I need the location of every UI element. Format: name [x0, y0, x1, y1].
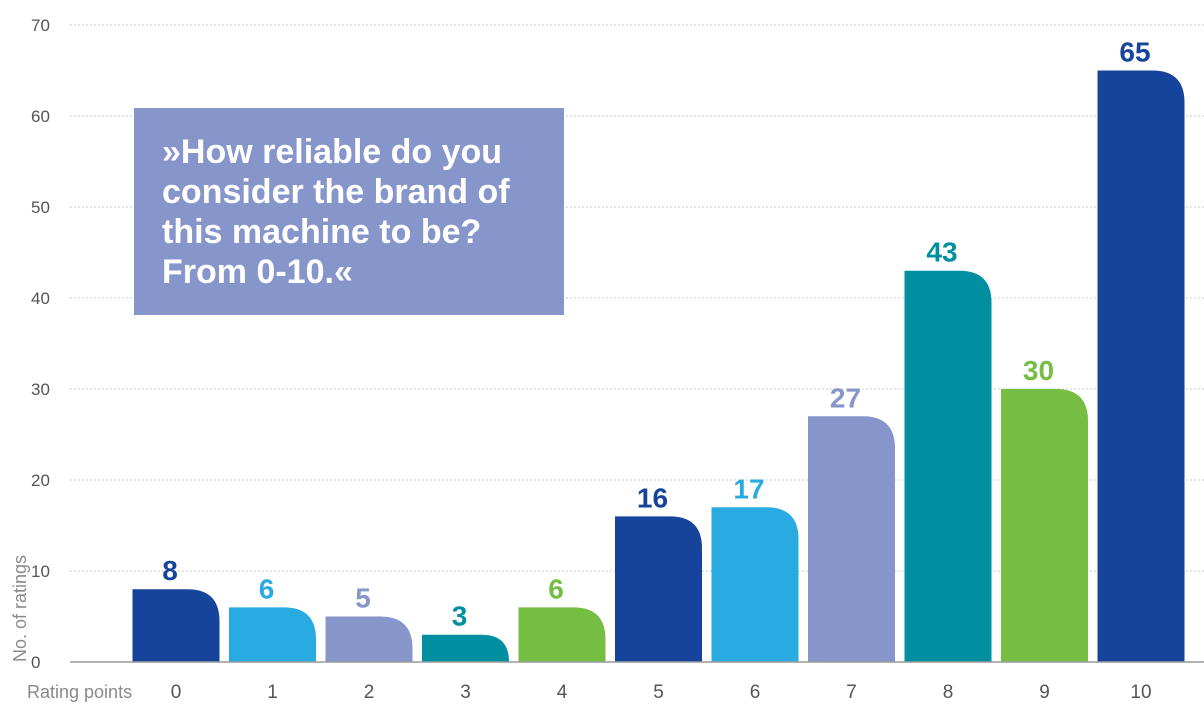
- data-label-8: 43: [926, 237, 957, 268]
- data-label-9: 30: [1023, 355, 1054, 386]
- bar-0: [132, 589, 220, 662]
- data-label-10: 65: [1119, 37, 1150, 68]
- x-tick-label: 7: [846, 682, 857, 703]
- data-label-1: 6: [259, 573, 275, 604]
- data-label-6: 17: [733, 473, 764, 504]
- data-label-3: 3: [452, 601, 468, 632]
- data-label-7: 27: [830, 382, 861, 413]
- x-tick-label: 3: [460, 682, 471, 703]
- bar-8: [904, 270, 992, 662]
- x-axis-title: Rating points: [27, 682, 132, 702]
- data-label-5: 16: [637, 482, 668, 513]
- bar-3: [422, 634, 509, 662]
- bar-9: [1001, 389, 1088, 662]
- y-tick-label: 30: [31, 380, 50, 399]
- bars: [132, 70, 1185, 662]
- x-tick-label: 4: [557, 682, 568, 703]
- y-tick-label: 60: [31, 107, 50, 126]
- x-tick-label: 0: [171, 682, 182, 703]
- x-tick-label: 8: [943, 682, 954, 703]
- x-tick-label: 5: [653, 682, 664, 703]
- bar-4: [518, 607, 606, 662]
- y-tick-label: 0: [31, 653, 40, 672]
- y-tick-label: 70: [31, 16, 50, 35]
- y-tick-label: 10: [31, 562, 50, 581]
- bar-10: [1097, 70, 1185, 662]
- x-axis-ticks: 0 1 2 3 4 5 6 7 8 9 10: [171, 682, 1152, 703]
- data-label-2: 5: [355, 583, 371, 614]
- question-text: »How reliable do you consider the brand …: [162, 133, 510, 291]
- data-label-0: 8: [162, 555, 178, 586]
- y-axis-title: No. of ratings: [10, 555, 30, 662]
- x-tick-label: 10: [1130, 682, 1151, 703]
- bar-2: [325, 616, 413, 662]
- bar-5: [615, 516, 702, 662]
- y-axis-ticks: 0 10 20 30 40 50 60 70: [31, 16, 50, 672]
- x-tick-label: 6: [750, 682, 761, 703]
- x-tick-label: 9: [1039, 682, 1050, 703]
- y-tick-label: 20: [31, 471, 50, 490]
- y-tick-label: 50: [31, 198, 50, 217]
- y-tick-label: 40: [31, 289, 50, 308]
- x-tick-label: 1: [267, 682, 278, 703]
- x-tick-label: 2: [364, 682, 375, 703]
- data-label-4: 6: [548, 573, 564, 604]
- bar-1: [229, 607, 316, 662]
- bar-6: [711, 507, 799, 662]
- bar-7: [808, 416, 895, 662]
- question-callout: »How reliable do you consider the brand …: [134, 108, 564, 315]
